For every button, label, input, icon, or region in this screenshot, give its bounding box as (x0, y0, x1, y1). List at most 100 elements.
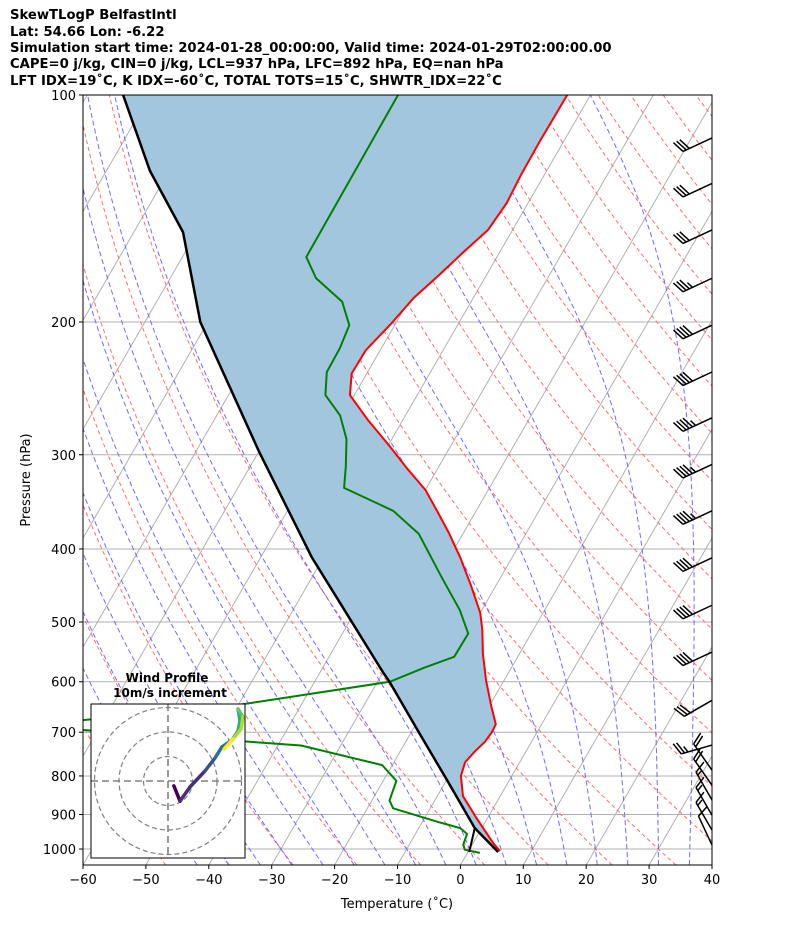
barb-full-feather (682, 371, 694, 382)
title-line-station: SkewTLogP BelfastIntl (10, 8, 177, 23)
barb-full-feather (673, 707, 685, 717)
hodograph-inset: Wind Profile 10m/s increment (90, 671, 246, 859)
barb-full-feather (676, 467, 687, 478)
wind-barb (672, 463, 713, 479)
barb-half-feather (690, 513, 697, 519)
hodograph-segment (188, 769, 207, 789)
wind-barbs (672, 137, 713, 846)
y-tick-label: 200 (51, 316, 76, 331)
profile-lines (83, 95, 569, 854)
hodograph-segment (213, 745, 224, 760)
barb-full-feather (682, 605, 694, 615)
barb-full-feather (675, 742, 686, 754)
title-line-indices: LFT IDX=19˚C, K IDX=-60˚C, TOTAL TOTS=15… (10, 74, 502, 89)
moist-adiabat-line (83, 357, 355, 865)
barb-staff (682, 182, 713, 198)
isotherm-line (585, 646, 712, 865)
isotherm-line (83, 95, 214, 322)
dry-adiabat-line (467, 95, 712, 434)
x-tick-label: 20 (578, 873, 595, 888)
title-line-location: Lat: 54.66 Lon: -6.22 (10, 25, 165, 40)
barb-half-feather (683, 746, 689, 753)
barb-half-feather (697, 799, 703, 806)
wind-barb (672, 651, 713, 667)
barb-staff (682, 277, 713, 293)
barb-full-feather (672, 234, 684, 245)
barb-staff (695, 787, 713, 816)
x-tick-label: 0 (456, 873, 464, 888)
wind-barb (673, 699, 713, 717)
wind-barb (672, 182, 713, 198)
hodograph-title: Wind Profile (126, 671, 209, 685)
wind-barb (672, 324, 713, 340)
barb-full-feather (676, 186, 687, 197)
isotherm-line (648, 755, 712, 865)
barb-full-feather (679, 704, 691, 714)
wind-barb (697, 806, 713, 846)
barb-full-feather (672, 422, 684, 432)
y-tick-label: 900 (51, 809, 76, 824)
temperature-line (348, 95, 569, 852)
wind-barb (672, 604, 713, 620)
barb-full-feather (672, 562, 684, 572)
barb-staff (682, 651, 713, 667)
hodograph-segment (239, 715, 245, 731)
y-tick-label: 100 (51, 89, 76, 104)
x-tick-label: −50 (132, 873, 159, 888)
barb-half-feather (690, 466, 697, 473)
barb-full-feather (679, 606, 690, 617)
dry-adiabat-line (336, 95, 712, 630)
barb-full-feather (676, 607, 687, 618)
wind-barb (672, 277, 713, 293)
barb-full-feather (679, 326, 690, 337)
isotherm-line (522, 537, 712, 865)
moist-adiabat-line (229, 95, 568, 865)
dry-adiabat-line (83, 503, 294, 865)
barb-full-feather (679, 419, 690, 429)
hodograph-segment (178, 785, 192, 803)
barb-staff (682, 229, 713, 245)
barb-full-feather (693, 747, 702, 760)
wind-barb (672, 417, 713, 433)
wind-barb (672, 371, 713, 387)
barb-full-feather (672, 743, 682, 755)
barb-staff (682, 371, 713, 387)
barb-full-feather (679, 653, 690, 664)
barb-full-feather (695, 776, 705, 788)
barb-full-feather (672, 282, 684, 293)
barb-full-feather (672, 187, 684, 198)
dry-adiabat-line (369, 95, 712, 580)
y-tick-label: 1000 (43, 843, 76, 858)
moist-adiabat-line (720, 95, 746, 865)
barb-staff (682, 137, 713, 153)
x-tick-label: −30 (258, 873, 285, 888)
isotherm-line (208, 95, 654, 865)
x-tick-label: 40 (704, 873, 721, 888)
barb-half-feather (690, 420, 697, 426)
wind-barb (672, 229, 713, 245)
barb-staff (682, 510, 713, 526)
barb-full-feather (679, 139, 690, 150)
y-tick-label: 300 (51, 449, 76, 464)
y-tick-label: 800 (51, 770, 76, 785)
x-tick-label: −20 (321, 873, 348, 888)
barb-staff (695, 771, 713, 801)
hodograph-subtitle: 10m/s increment (113, 686, 227, 700)
hodograph-segment (222, 737, 235, 751)
dry-adiabat-line (239, 95, 712, 787)
barb-staff (693, 743, 713, 771)
barb-full-feather (697, 806, 708, 817)
barb-full-feather (682, 510, 694, 521)
y-tick-label: 400 (51, 543, 76, 558)
barb-full-feather (676, 232, 687, 243)
barb-staff (697, 815, 713, 846)
x-tick-label: 10 (515, 873, 532, 888)
barb-half-feather (697, 769, 703, 776)
barb-full-feather (676, 560, 687, 571)
barb-full-feather (682, 557, 694, 568)
barb-full-feather (676, 706, 688, 716)
wind-barb (693, 732, 713, 771)
wind-barb (672, 137, 713, 153)
dry-adiabat-line (728, 95, 794, 865)
